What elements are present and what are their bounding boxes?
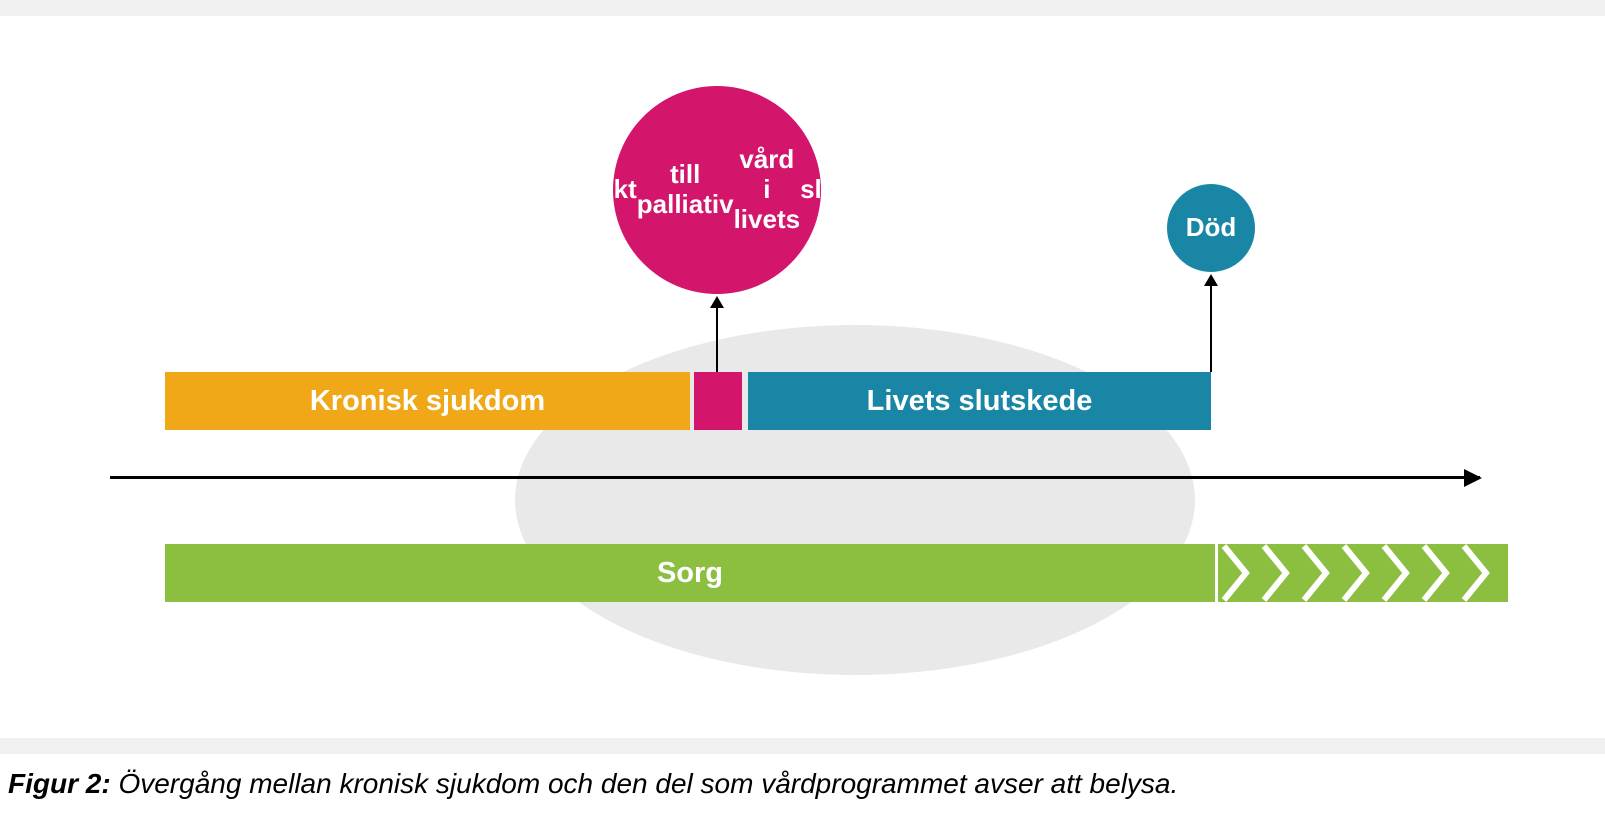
kronisk-sjukdom-bar: Kronisk sjukdom <box>165 372 690 430</box>
brytpunkt-marker-bar <box>694 372 742 430</box>
timeline-axis-arrow <box>110 476 1480 479</box>
sorg-bar: Sorg <box>165 544 1215 602</box>
figure-caption: Figur 2: Övergång mellan kronisk sjukdom… <box>8 768 1178 800</box>
livets-slutskede-label: Livets slutskede <box>867 385 1093 418</box>
brytpunkt-circle: Brytpunkttill palliativvård i livetsslut… <box>613 86 821 294</box>
dod-circle: Död <box>1167 184 1255 272</box>
kronisk-sjukdom-label: Kronisk sjukdom <box>310 385 545 418</box>
sorg-label: Sorg <box>657 557 723 590</box>
sorg-chevrons <box>1218 544 1508 602</box>
livets-slutskede-bar: Livets slutskede <box>748 372 1211 430</box>
caption-text: Övergång mellan kronisk sjukdom och den … <box>111 768 1179 799</box>
caption-prefix: Figur 2: <box>8 768 111 799</box>
dod-arrow <box>1210 284 1212 372</box>
bottom-decorative-bar <box>0 738 1605 754</box>
top-decorative-bar <box>0 0 1605 16</box>
brytpunkt-arrow <box>716 306 718 372</box>
